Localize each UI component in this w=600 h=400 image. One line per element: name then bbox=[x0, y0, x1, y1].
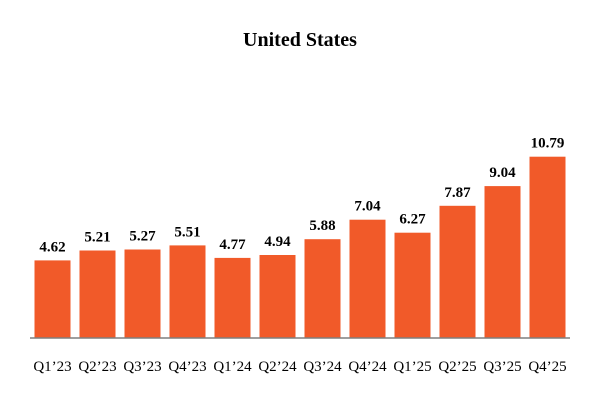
bar-value-label: 7.87 bbox=[444, 185, 471, 201]
value-labels-group: 4.62 5.21 5.27 5.51 4.77 4.94 5.88 7.04 6.27 7.87… bbox=[39, 136, 564, 256]
x-tick-label: Q4’24 bbox=[348, 359, 387, 375]
bar-value-label: 7.04 bbox=[354, 199, 381, 215]
bar-value-label: 5.27 bbox=[129, 229, 156, 245]
x-tick-label: Q3’24 bbox=[303, 359, 342, 375]
x-tick-label: Q4’25 bbox=[528, 359, 566, 375]
bar bbox=[484, 186, 521, 338]
bar bbox=[34, 260, 71, 338]
bar-value-label: 10.79 bbox=[531, 136, 565, 152]
bar bbox=[529, 156, 566, 338]
bar bbox=[169, 245, 206, 338]
bar bbox=[214, 257, 251, 338]
bar bbox=[124, 249, 161, 338]
x-tick-label: Q1’23 bbox=[33, 359, 71, 375]
x-tick-label: Q2’25 bbox=[438, 359, 476, 375]
bars-group bbox=[34, 156, 566, 338]
x-tick-label: Q3’25 bbox=[483, 359, 521, 375]
bar-value-label: 6.27 bbox=[399, 212, 426, 228]
bar bbox=[304, 239, 341, 338]
x-tick-label: Q2’24 bbox=[258, 359, 297, 375]
bar-value-label: 4.94 bbox=[264, 234, 291, 250]
bar-value-label: 5.88 bbox=[309, 218, 335, 234]
bar bbox=[349, 219, 386, 338]
bar-value-label: 4.62 bbox=[39, 239, 65, 255]
bar bbox=[439, 205, 476, 338]
chart-title: United States bbox=[243, 29, 357, 51]
bar bbox=[259, 255, 296, 338]
bar bbox=[79, 250, 116, 338]
x-tick-label: Q3’23 bbox=[123, 359, 161, 375]
x-tick-label: Q1’24 bbox=[213, 359, 252, 375]
bar bbox=[394, 232, 431, 338]
bar-value-label: 5.51 bbox=[174, 224, 200, 240]
x-tick-label: Q2’23 bbox=[78, 359, 116, 375]
x-tick-label: Q1’25 bbox=[393, 359, 431, 375]
x-tick-labels-group: Q1’23 Q2’23 Q3’23 Q4’23 Q1’24 Q2’24 Q3’24 Q4’24… bbox=[33, 359, 566, 375]
bar-value-label: 5.21 bbox=[84, 230, 110, 246]
bar-value-label: 4.77 bbox=[219, 237, 246, 253]
x-tick-label: Q4’23 bbox=[168, 359, 206, 375]
bar-value-label: 9.04 bbox=[489, 165, 516, 181]
